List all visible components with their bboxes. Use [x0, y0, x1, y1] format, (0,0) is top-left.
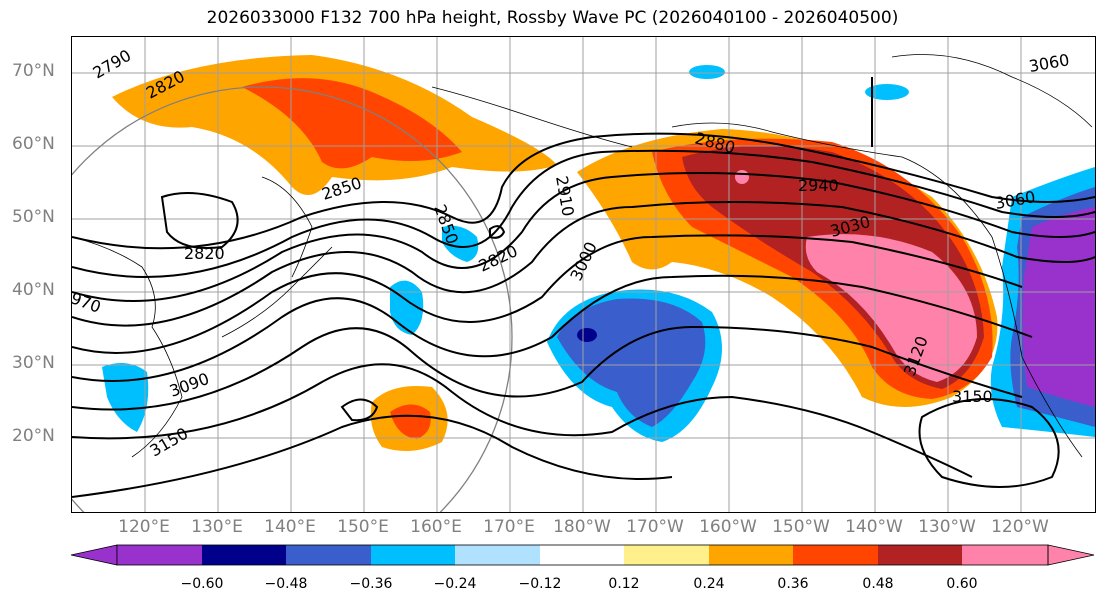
colorbar-tick: −0.48 [264, 576, 308, 592]
colorbar-segment [624, 545, 709, 565]
colorbar-tick: −0.12 [518, 576, 562, 592]
colorbar-tick: 0.12 [608, 576, 640, 592]
colorbar-tick: −0.60 [180, 576, 224, 592]
colorbar-segment [878, 545, 962, 565]
anomaly-purple-east-coast [1022, 207, 1095, 407]
colorbar-tick: −0.36 [349, 576, 393, 592]
contour-label: 2790 [90, 46, 135, 83]
map-title: 2026033000 F132 700 hPa height, Rossby W… [206, 8, 899, 28]
colorbar [70, 544, 1095, 566]
anomaly-lightblue-canada [865, 84, 909, 100]
colorbar-segment [70, 544, 118, 566]
contour-label: 3150 [952, 387, 993, 406]
anomaly-pink-east [805, 234, 977, 382]
colorbar-segment [709, 545, 793, 565]
lon-label: 120°W [991, 517, 1049, 537]
lon-label: 140°W [845, 517, 903, 537]
colorbar-tick: 0.60 [946, 576, 978, 592]
colorbar-tick: 0.24 [693, 576, 725, 592]
colorbar-segment [540, 545, 624, 565]
lat-label-50: 50°N [12, 207, 55, 227]
anomaly-lightblue-west [102, 363, 149, 432]
height-contours [72, 77, 1095, 498]
graticule [72, 37, 1095, 512]
contour-label: 3150 [147, 424, 192, 461]
contour-label: 2850 [430, 202, 462, 247]
contour-label: 2940 [798, 176, 839, 195]
colorbar-segment [455, 545, 540, 565]
colorbar-segment [371, 545, 455, 565]
lon-label: 160°W [699, 517, 757, 537]
colorbar-segment [117, 545, 202, 565]
colorbar-tick: 0.36 [777, 576, 809, 592]
lon-label: 170°E [483, 517, 535, 537]
lon-label: 130°W [918, 517, 976, 537]
anomaly-red-south [390, 404, 431, 439]
colorbar-segment [1047, 544, 1095, 566]
contour-label: 3000 [566, 239, 600, 284]
reference-circle [72, 86, 513, 512]
lon-label: 140°E [264, 517, 316, 537]
anomaly-pink-spot [735, 170, 749, 184]
lon-label: 150°E [337, 517, 389, 537]
colorbar-segment [286, 545, 371, 565]
contour-label: 2820 [476, 241, 521, 275]
lon-label: 130°E [191, 517, 243, 537]
lat-label-20: 20°N [12, 426, 55, 446]
colorbar-tick: 0.48 [862, 576, 894, 592]
lat-label-70: 70°N [12, 61, 55, 81]
colorbar-segment [962, 545, 1048, 565]
contour-label: 2820 [184, 244, 225, 263]
lon-label: 120°E [118, 517, 170, 537]
lat-label-60: 60°N [12, 134, 55, 154]
contour-label: 3060 [1027, 50, 1070, 76]
lon-label: 180°W [553, 517, 611, 537]
positive-anomaly-fills [112, 55, 998, 451]
lat-label-30: 30°N [12, 353, 55, 373]
lon-label: 160°E [410, 517, 462, 537]
lon-label: 170°W [626, 517, 684, 537]
map-panel[interactable]: 2790 2820 2850 2820 2850 2820 2910 3000 … [71, 36, 1096, 513]
colorbar-tick: −0.24 [433, 576, 477, 592]
contour-label: 2970 [72, 285, 103, 317]
map-canvas: 2790 2820 2850 2820 2850 2820 2910 3000 … [72, 37, 1095, 512]
anomaly-lightblue-nw [442, 225, 479, 262]
colorbar-outline [116, 544, 1049, 566]
coastlines [72, 54, 1093, 458]
colorbar-segment [793, 545, 878, 565]
anomaly-navy-spot [577, 328, 597, 342]
lon-label: 150°W [772, 517, 830, 537]
anomaly-lightblue-alaska [689, 65, 725, 79]
lat-label-40: 40°N [12, 280, 55, 300]
colorbar-segment [202, 545, 286, 565]
contour-label: 2910 [552, 174, 578, 217]
